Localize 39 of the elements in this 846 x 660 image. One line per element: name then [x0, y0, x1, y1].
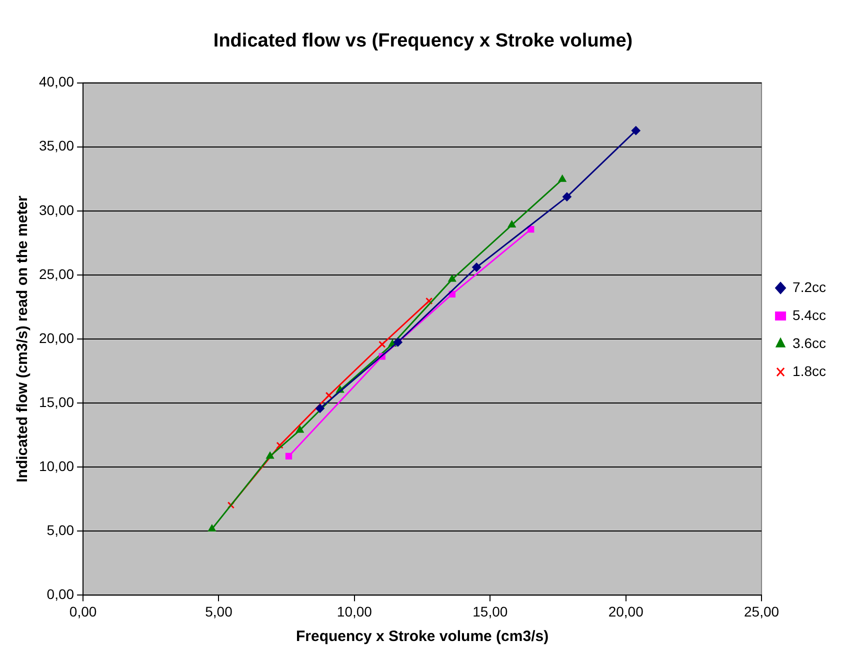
- point: [558, 174, 566, 182]
- point: [208, 524, 216, 532]
- x-tick-label: 20,00: [608, 603, 644, 620]
- chart-title: Indicated flow vs (Frequency x Stroke volume): [213, 30, 633, 52]
- y-tick-label: 10,00: [38, 458, 74, 474]
- point: [472, 262, 482, 272]
- x-tick-label: 10,00: [336, 603, 372, 620]
- legend-label: 5.4cc: [792, 306, 826, 323]
- legend-label: 1.8cc: [792, 362, 826, 379]
- point: [276, 442, 284, 449]
- point: [266, 452, 274, 459]
- y-tick-label: 5,00: [46, 522, 74, 538]
- point: [448, 274, 456, 282]
- point: [631, 126, 640, 136]
- point: [325, 392, 333, 399]
- point: [562, 192, 572, 202]
- y-tick-label: 15,00: [38, 394, 74, 410]
- x-axis-title: Frequency x Stroke volume (cm3/s): [296, 628, 549, 646]
- y-tick-label: 25,00: [38, 266, 74, 282]
- point: [425, 297, 433, 305]
- legend-label: 7.2cc: [792, 278, 826, 295]
- point: [296, 426, 304, 433]
- point: [508, 220, 516, 228]
- point: [378, 340, 386, 348]
- point: [315, 404, 324, 413]
- x-tick-label: 5,00: [205, 603, 233, 620]
- y-tick-label: 35,00: [38, 138, 74, 154]
- legend-label: 3.6cc: [792, 334, 826, 351]
- y-tick-label: 40,00: [38, 74, 74, 90]
- point: [393, 338, 402, 347]
- point: [227, 502, 235, 509]
- y-axis-title: Indicated flow (cm3/s) read on the meter: [14, 195, 32, 482]
- point: [285, 452, 292, 460]
- x-tick-label: 0,00: [69, 603, 97, 620]
- y-tick-label: 30,00: [38, 202, 74, 218]
- y-tick-label: 20,00: [38, 330, 74, 346]
- x-tick-label: 15,00: [472, 603, 508, 620]
- y-tick-label: 0,00: [46, 586, 74, 602]
- x-tick-label: 25,00: [744, 603, 780, 620]
